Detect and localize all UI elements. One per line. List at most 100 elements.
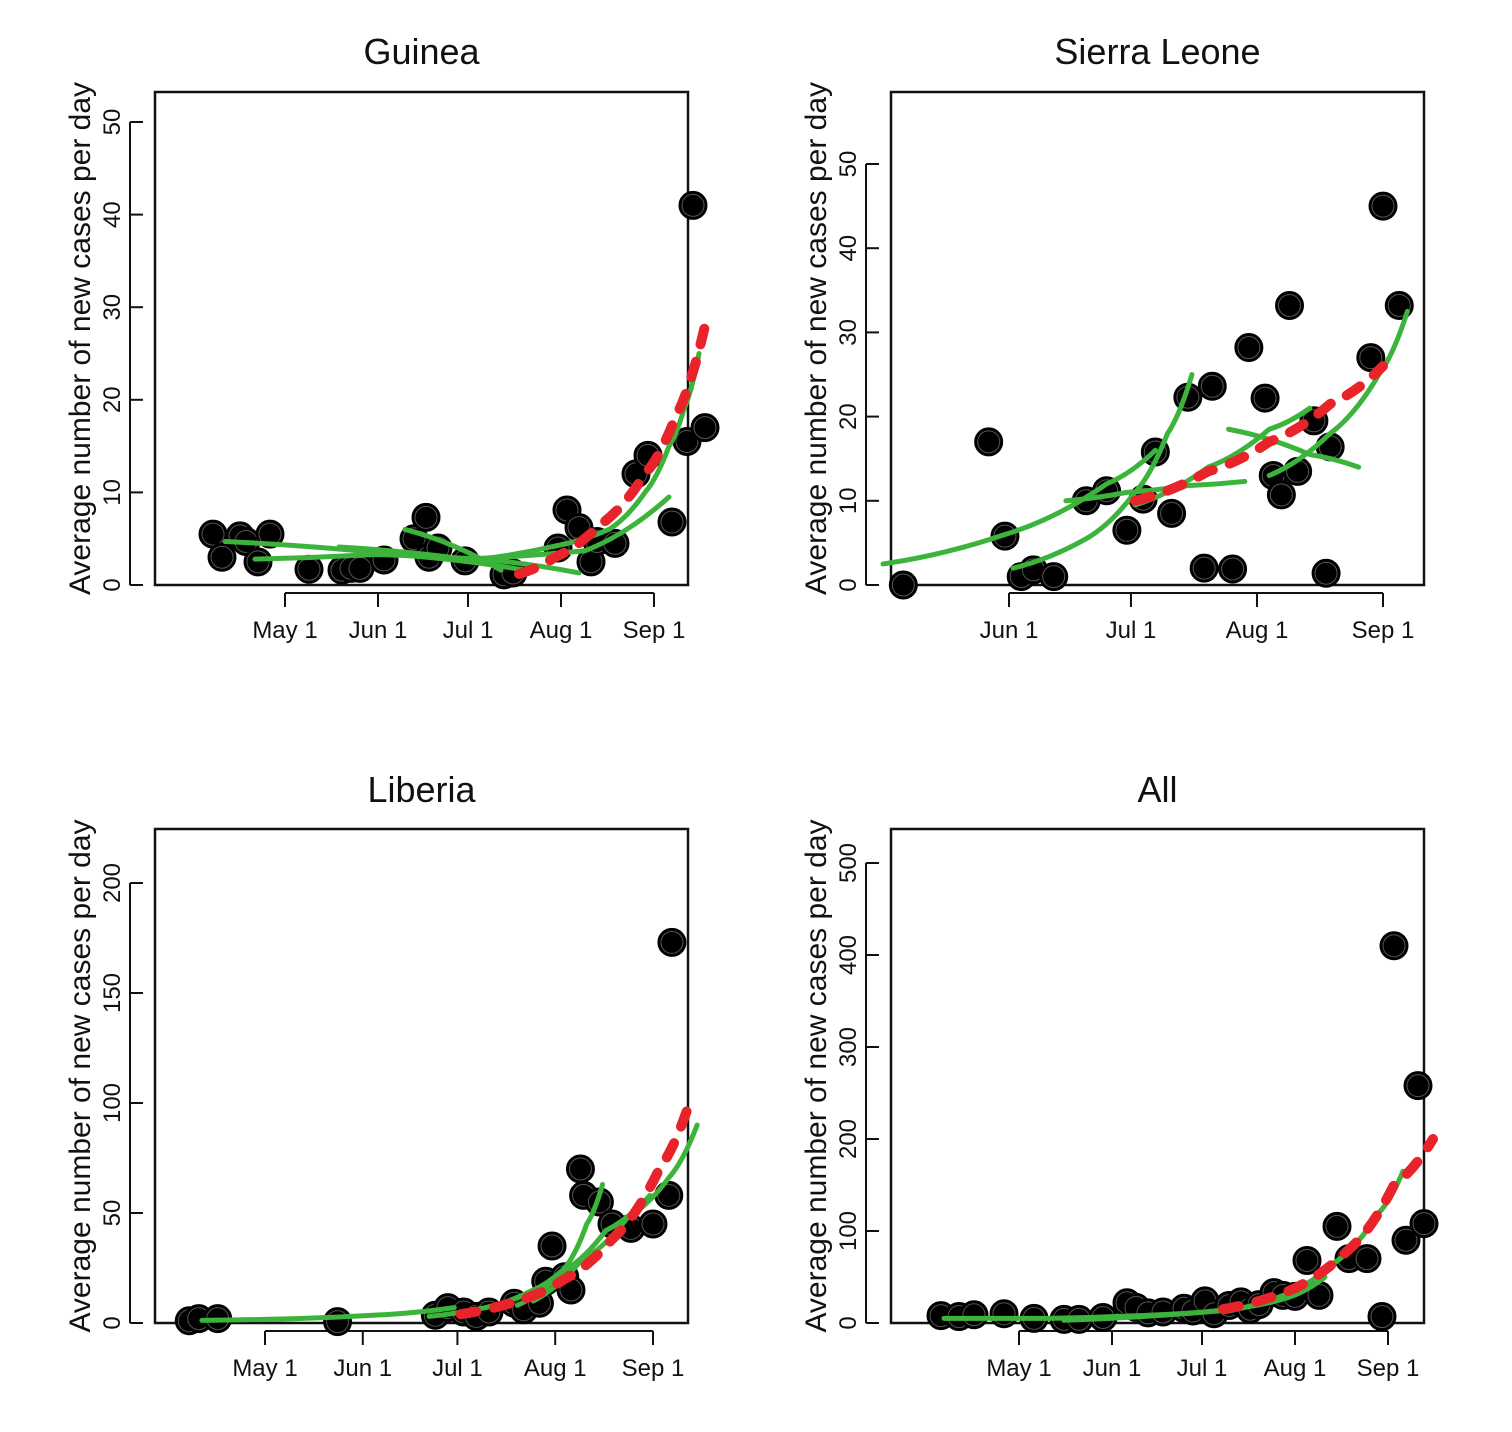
data-point-marker	[1379, 931, 1409, 961]
data-point	[1384, 290, 1414, 320]
fit-line	[402, 526, 504, 573]
data-point-ring	[414, 505, 438, 529]
y-tick-label: 150	[99, 973, 126, 1013]
data-point-marker	[989, 1299, 1019, 1329]
projection-line	[1218, 1134, 1438, 1315]
chart-title: Sierra Leone	[1054, 31, 1260, 72]
y-axis-label: Average number of new cases per day	[64, 82, 97, 595]
data-point	[657, 507, 687, 537]
data-point	[989, 1299, 1019, 1329]
x-tick-label: Sep 1	[622, 1355, 685, 1382]
data-point	[1189, 553, 1219, 583]
projection-line	[514, 320, 710, 579]
y-tick-label: 40	[99, 201, 126, 228]
data-point-marker	[690, 413, 720, 443]
data-point-marker	[654, 1180, 684, 1210]
fit-line	[1010, 372, 1195, 571]
data-point	[1218, 554, 1248, 584]
y-tick-label: 10	[99, 479, 126, 506]
fit-line	[1226, 426, 1362, 470]
data-point-ring	[693, 416, 717, 440]
data-point-marker	[678, 190, 708, 220]
data-point-ring	[891, 573, 915, 597]
x-tick-label: Aug 1	[1226, 617, 1289, 644]
chart-title: Guinea	[363, 31, 480, 72]
data-point-ring	[1160, 501, 1184, 525]
data-point	[1197, 371, 1227, 401]
data-point	[654, 1180, 684, 1210]
y-tick-label: 0	[99, 1316, 126, 1329]
data-point-ring	[681, 193, 705, 217]
data-point-marker	[1275, 290, 1304, 320]
fit-line	[426, 1181, 606, 1319]
data-point-ring	[1115, 518, 1139, 542]
data-point	[243, 547, 273, 577]
data-point-ring	[1269, 483, 1293, 507]
data-point	[1250, 383, 1280, 413]
data-point-marker	[888, 570, 918, 600]
data-point	[1292, 1245, 1322, 1275]
data-point	[1311, 558, 1341, 588]
chart-svg: Liberia Average number of new cases per d…	[64, 769, 700, 1382]
data-point-ring	[1278, 293, 1301, 317]
data-point-marker	[1311, 558, 1341, 588]
y-tick-label: 0	[835, 1316, 862, 1329]
x-tick-label: Aug 1	[524, 1355, 587, 1382]
data-point-marker	[1292, 1245, 1322, 1275]
data-point-ring	[326, 1310, 350, 1334]
data-point-marker	[1266, 480, 1296, 510]
data-point-marker	[1189, 553, 1219, 583]
data-point-ring	[660, 510, 684, 534]
y-tick-label: 50	[99, 1200, 126, 1227]
y-tick-label: 500	[835, 843, 862, 883]
y-axis-label: Average number of new cases per day	[64, 819, 97, 1332]
data-point-marker	[1039, 562, 1069, 592]
data-point	[638, 1209, 668, 1239]
data-point-marker	[1391, 1225, 1421, 1255]
x-tick-label: Sep 1	[1352, 617, 1415, 644]
y-tick-label: 50	[99, 109, 126, 136]
fit-line	[199, 1305, 457, 1323]
data-point-ring	[402, 527, 426, 551]
chart-panel-sierra-leone: Sierra Leone Average number of new cases …	[736, 0, 1492, 716]
data-point	[1322, 1211, 1352, 1241]
y-tick-label: 0	[835, 578, 862, 591]
data-point	[1112, 515, 1142, 545]
x-tick-label: Jun 1	[333, 1355, 392, 1382]
data-point-ring	[540, 1234, 564, 1258]
data-point-marker	[1112, 515, 1142, 545]
data-point-marker	[1384, 290, 1414, 320]
data-point	[1039, 562, 1069, 592]
data-point	[1352, 1244, 1382, 1274]
y-tick-label: 50	[835, 151, 862, 178]
data-point	[1391, 1225, 1421, 1255]
data-point-ring	[1355, 1247, 1379, 1271]
data-point-ring	[1314, 561, 1338, 585]
data-point	[959, 1300, 989, 1330]
plot-frame	[153, 90, 690, 587]
x-tick-label: Aug 1	[1264, 1355, 1327, 1382]
data-point-marker	[565, 1154, 595, 1184]
data-point	[537, 1231, 567, 1261]
data-point-ring	[977, 430, 1001, 454]
data-point-ring	[962, 1303, 986, 1327]
x-tick-label: Aug 1	[530, 617, 593, 644]
data-point-marker	[1352, 1244, 1382, 1274]
x-tick-label: May 1	[252, 617, 317, 644]
data-point-marker	[243, 547, 273, 577]
x-tick-label: Jul 1	[432, 1355, 483, 1382]
data-point	[1367, 1302, 1397, 1332]
data-point	[888, 570, 918, 600]
y-tick-label: 200	[99, 863, 126, 903]
data-point	[1234, 333, 1264, 363]
x-tick-label: Jul 1	[1177, 1355, 1228, 1382]
fit-line	[336, 494, 672, 562]
data-point-marker	[411, 502, 441, 532]
data-point-ring	[1200, 374, 1224, 398]
x-tick-label: Jun 1	[1083, 1355, 1142, 1382]
data-point-marker	[1409, 1209, 1439, 1239]
data-point	[207, 542, 237, 572]
data-point-marker	[1197, 371, 1227, 401]
x-tick-label: Sep 1	[623, 617, 686, 644]
data-point-ring	[1042, 565, 1066, 589]
